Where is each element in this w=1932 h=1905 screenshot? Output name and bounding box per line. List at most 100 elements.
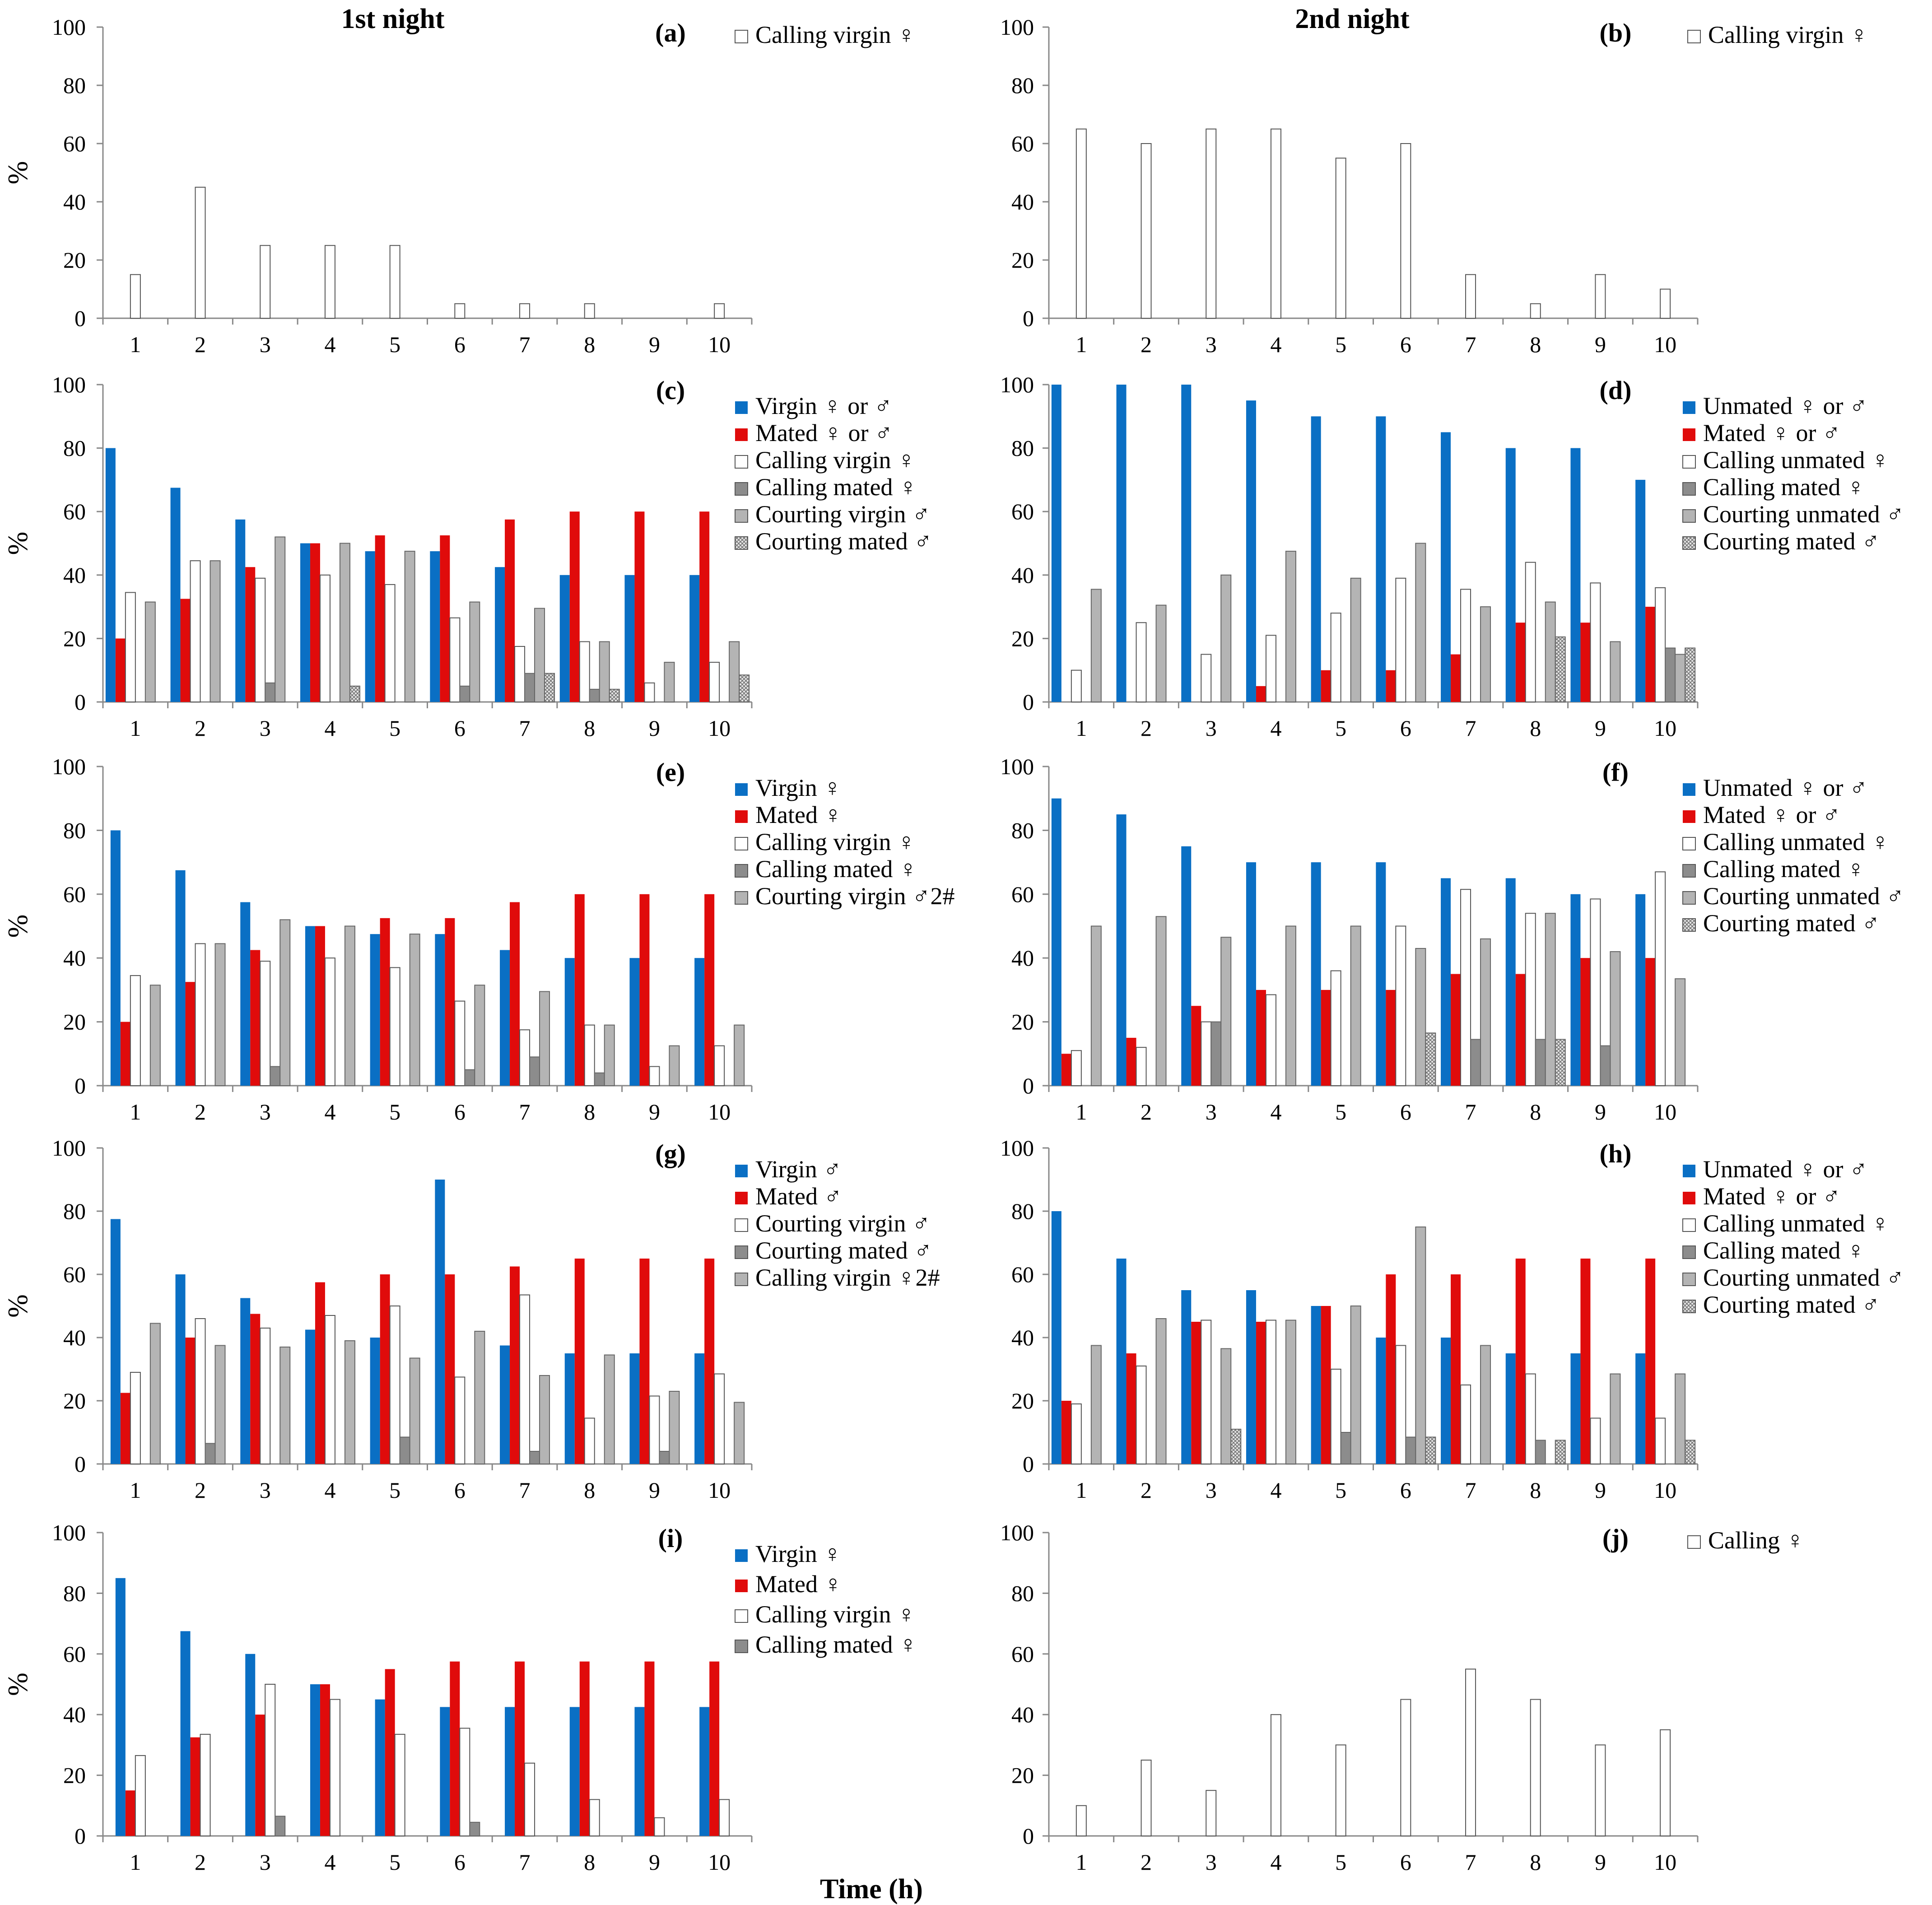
bar-h-s1-c2 bbox=[1126, 1353, 1136, 1464]
bar-h-s4-c5 bbox=[1350, 1306, 1361, 1464]
bar-j-s0-c2 bbox=[1141, 1760, 1152, 1836]
x-tick-label: 2 bbox=[195, 332, 206, 357]
x-tick-label: 8 bbox=[1530, 1099, 1541, 1124]
x-tick-label: 5 bbox=[1335, 1099, 1346, 1124]
legend-swatch bbox=[1682, 482, 1696, 496]
bar-c-s3-c7 bbox=[524, 673, 535, 702]
x-tick-label: 4 bbox=[324, 1478, 335, 1503]
panel-d: 0 20 40 60 80 100 1 2 3 4 5 6 7 8 9 10 (d) Unmated ♀ or ♂… bbox=[1000, 372, 1904, 741]
y-tick-label: 20 bbox=[63, 1388, 86, 1413]
bar-e-s2-c5 bbox=[389, 967, 400, 1086]
bar-e-s2-c2 bbox=[195, 943, 206, 1086]
x-tick-label: 7 bbox=[519, 1478, 531, 1503]
x-tick-label: 10 bbox=[1654, 1849, 1676, 1875]
y-tick-label: 0 bbox=[74, 689, 86, 715]
bar-g-s4-c2 bbox=[214, 1345, 226, 1464]
x-tick-label: 10 bbox=[708, 1849, 731, 1875]
bar-c-s2-c10 bbox=[709, 662, 720, 702]
x-tick-label: 5 bbox=[1335, 1478, 1346, 1503]
panel-b: 0 20 40 60 80 100 1 2 3 4 5 6 7 8 9 10 (b) Calling virgin… bbox=[1000, 14, 1868, 357]
bar-d-s4-c9 bbox=[1610, 641, 1621, 703]
bar-g-s0-c5 bbox=[370, 1338, 380, 1464]
bar-d-s2-c6 bbox=[1395, 577, 1406, 702]
legend-label: Calling mated ♀ bbox=[1703, 1237, 1865, 1264]
bar-e-s1-c6 bbox=[445, 918, 455, 1086]
bar-a-s0-c3 bbox=[260, 245, 271, 319]
bar-e-s1-c5 bbox=[380, 918, 390, 1086]
bar-j-s0-c7 bbox=[1465, 1668, 1476, 1836]
y-tick-label: 60 bbox=[1011, 1641, 1034, 1667]
panel-label: (h) bbox=[1600, 1139, 1632, 1168]
bar-h-s0-c4 bbox=[1246, 1290, 1256, 1464]
bar-h-s2-c7 bbox=[1460, 1385, 1471, 1464]
bar-g-s4-c9 bbox=[669, 1391, 680, 1464]
bar-f-s1-c6 bbox=[1386, 990, 1396, 1086]
x-tick-label: 10 bbox=[708, 1478, 731, 1503]
y-tick-label: 40 bbox=[63, 189, 86, 214]
bar-f-s3-c9 bbox=[1600, 1045, 1611, 1086]
y-tick-label: 80 bbox=[63, 1199, 86, 1224]
y-tick-label: 40 bbox=[63, 945, 86, 971]
y-tick-label: 60 bbox=[1011, 131, 1034, 156]
panel-label: (a) bbox=[655, 18, 686, 47]
x-tick-label: 6 bbox=[454, 716, 466, 741]
bar-e-s0-c7 bbox=[500, 950, 510, 1086]
x-tick-label: 3 bbox=[260, 716, 271, 741]
bar-h-s5-c8 bbox=[1555, 1440, 1566, 1464]
bar-e-s1-c1 bbox=[120, 1022, 130, 1086]
bar-h-s2-c8 bbox=[1525, 1373, 1536, 1464]
bar-f-s2-c2 bbox=[1136, 1047, 1147, 1086]
bar-e-s3-c7 bbox=[529, 1056, 540, 1087]
y-tick-label: 0 bbox=[1023, 1451, 1034, 1477]
bar-h-s0-c2 bbox=[1116, 1259, 1127, 1464]
bar-f-s0-c2 bbox=[1116, 814, 1127, 1086]
panel-label: (g) bbox=[655, 1139, 686, 1168]
y-tick-label: 0 bbox=[74, 1073, 86, 1098]
bar-g-s0-c1 bbox=[110, 1219, 121, 1464]
bar-d-s1-c7 bbox=[1451, 654, 1461, 702]
second-night-title: 2nd night bbox=[1295, 4, 1410, 34]
bar-f-s2-c10 bbox=[1655, 871, 1666, 1087]
bar-d-s3-c10 bbox=[1665, 647, 1676, 702]
x-tick-label: 10 bbox=[708, 1099, 731, 1124]
bar-i-s3-c6 bbox=[469, 1821, 480, 1837]
bar-c-s2-c5 bbox=[384, 584, 396, 702]
bar-f-s0-c4 bbox=[1246, 862, 1256, 1086]
bar-c-s5-c7 bbox=[544, 673, 555, 702]
bar-c-s0-c5 bbox=[365, 551, 375, 702]
bar-f-s0-c7 bbox=[1441, 878, 1451, 1086]
legend-swatch bbox=[1682, 1300, 1696, 1313]
bar-e-s0-c8 bbox=[564, 958, 575, 1086]
x-tick-label: 2 bbox=[195, 1849, 206, 1875]
x-tick-label: 4 bbox=[1270, 716, 1281, 741]
x-tick-label: 6 bbox=[1400, 1478, 1411, 1503]
bar-j-s0-c3 bbox=[1206, 1790, 1217, 1836]
x-tick-label: 4 bbox=[324, 1099, 335, 1124]
bar-b-s0-c2 bbox=[1141, 143, 1152, 319]
bar-j-s0-c9 bbox=[1595, 1744, 1606, 1836]
bar-i-s0-c3 bbox=[245, 1654, 256, 1836]
panel-a: 0 20 40 60 80 100% 1 2 3 4 5 6 7 8 9 10 (a) Calling virgi… bbox=[3, 14, 916, 357]
x-tick-label: 2 bbox=[195, 1478, 206, 1503]
bar-h-s2-c3 bbox=[1201, 1320, 1212, 1464]
legend-swatch bbox=[735, 1609, 748, 1623]
bar-c-s4-c6 bbox=[469, 601, 480, 703]
bar-i-s0-c8 bbox=[569, 1707, 580, 1836]
legend-swatch bbox=[735, 837, 748, 850]
bar-i-s3-c3 bbox=[275, 1816, 286, 1837]
bar-g-s0-c8 bbox=[564, 1353, 575, 1464]
bar-e-s1-c7 bbox=[510, 902, 520, 1086]
bar-f-s1-c9 bbox=[1580, 958, 1591, 1086]
bar-g-s0-c6 bbox=[435, 1180, 445, 1464]
bar-c-s1-c5 bbox=[375, 535, 385, 702]
bar-g-s3-c5 bbox=[399, 1436, 410, 1464]
bar-h-s4-c6 bbox=[1415, 1227, 1426, 1464]
bar-a-s0-c1 bbox=[130, 274, 141, 319]
bar-e-s2-c9 bbox=[649, 1066, 660, 1087]
bar-b-s0-c8 bbox=[1530, 303, 1541, 319]
y-tick-label: 40 bbox=[1011, 1325, 1034, 1350]
bar-c-s4-c3 bbox=[275, 536, 286, 702]
bar-g-s0-c7 bbox=[500, 1345, 510, 1464]
bar-c-s1-c4 bbox=[310, 543, 320, 702]
